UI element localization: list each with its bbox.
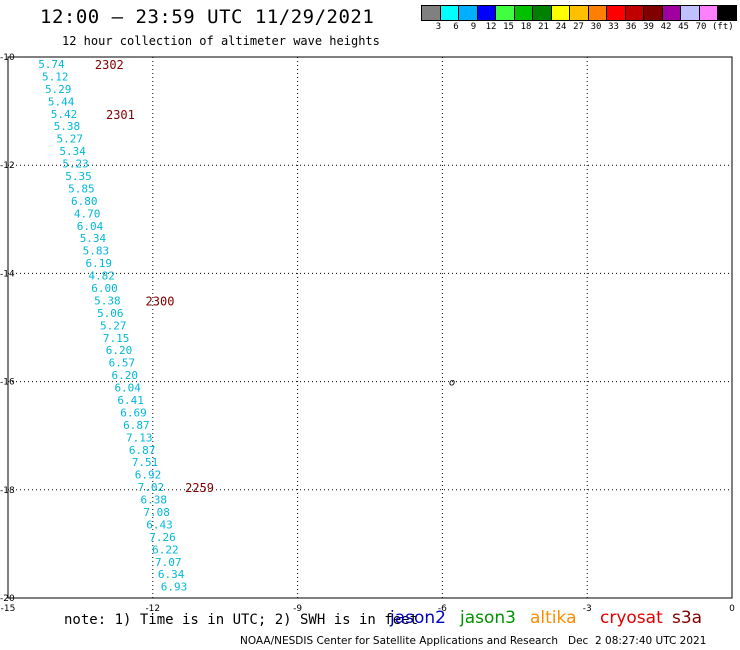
swh-value: 6.57	[109, 357, 136, 370]
swh-value: 7.51	[132, 456, 159, 469]
swh-value: 5.34	[59, 145, 86, 158]
swh-value: 6.43	[146, 518, 173, 531]
y-tick-label: -10	[0, 53, 15, 63]
x-tick-label: -9	[293, 604, 302, 614]
x-tick-label: -6	[438, 604, 447, 614]
y-tick-label: -16	[0, 378, 15, 388]
satellite-jason3: jason3	[460, 608, 516, 628]
swh-value: 5.38	[94, 294, 121, 307]
x-tick-label: 0	[729, 604, 735, 614]
swh-value: 6.93	[161, 581, 188, 594]
chart-title: 12:00 — 23:59 UTC 11/29/2021	[40, 6, 375, 28]
swh-value: 7.15	[103, 332, 130, 345]
legend-label: 15	[503, 22, 514, 32]
swh-value: 6.34	[158, 568, 185, 581]
swh-value: 6.20	[106, 344, 133, 357]
footer-credit: NOAA/NESDIS Center for Satellite Applica…	[240, 635, 706, 647]
swh-value: 6.00	[91, 282, 118, 295]
legend-label: 33	[608, 22, 619, 32]
legend-label: 30	[590, 22, 602, 32]
swh-value: 7.08	[143, 506, 170, 519]
swh-value: 6.20	[112, 369, 139, 382]
legend-label: 36	[625, 22, 637, 32]
y-tick-label: -14	[0, 269, 15, 279]
legend-label: 21	[538, 22, 549, 32]
x-tick-label: -15	[1, 604, 16, 614]
swh-value: 5.35	[65, 170, 92, 183]
swh-value: 5.42	[51, 108, 78, 121]
legend-label: 24	[555, 22, 567, 32]
swh-value: 6.19	[85, 257, 112, 270]
color-legend	[421, 5, 737, 21]
time-label: 2302	[95, 58, 124, 72]
note-text: note: 1) Time is in UTC; 2) SWH is in fe…	[64, 612, 419, 628]
satellite-altika: altika	[530, 608, 577, 628]
swh-value: 7.13	[126, 431, 153, 444]
y-tick-label: -20	[0, 594, 15, 604]
swh-value: 4.70	[74, 207, 101, 220]
swh-value: 6.87	[129, 444, 156, 457]
swh-value: 5.29	[45, 83, 72, 96]
swh-value: 7.26	[149, 531, 176, 544]
legend-label: 18	[520, 22, 532, 32]
footer-timestamp: Dec 2 08:27:40 UTC 2021	[568, 635, 707, 647]
swh-value: 6.87	[123, 419, 150, 432]
satellite-s3a: s3a	[672, 608, 703, 628]
swh-value: 6.04	[114, 382, 141, 395]
swh-value: 6.04	[77, 220, 104, 233]
swh-value: 6.41	[117, 394, 144, 407]
chart-subtitle: 12 hour collection of altimeter wave hei…	[62, 34, 380, 48]
time-label: 2259	[185, 481, 214, 495]
swh-value: 5.23	[62, 158, 89, 171]
x-tick-label: -3	[583, 604, 592, 614]
legend-label: 12	[485, 22, 497, 32]
legend-label: 6	[453, 22, 459, 32]
swh-value: 6.69	[120, 406, 147, 419]
swh-value: 6.38	[141, 494, 168, 507]
swh-value: 5.38	[54, 120, 81, 133]
y-tick-label: -18	[0, 486, 15, 496]
swh-value: 5.83	[83, 245, 110, 258]
swh-value: 5.27	[57, 133, 84, 146]
swh-value: 7.07	[155, 556, 182, 569]
swh-value: 6.22	[152, 543, 179, 556]
legend-swatch	[717, 5, 737, 21]
swh-value: 5.34	[80, 232, 107, 245]
legend-label: 27	[573, 22, 584, 32]
swh-value: 5.27	[100, 319, 127, 332]
time-label: 2301	[106, 108, 135, 122]
x-tick-label: -12	[145, 604, 160, 614]
swh-value: 7.02	[138, 481, 165, 494]
swh-value: 5.85	[68, 182, 95, 195]
swh-value: 6.92	[135, 469, 162, 482]
legend-unit: (ft)	[712, 22, 734, 32]
footer-credit-text: NOAA/NESDIS Center for Satellite Applica…	[240, 635, 558, 647]
swh-value: 5.44	[48, 95, 75, 108]
swh-value: 5.06	[97, 307, 124, 320]
legend-label: 70	[695, 22, 707, 32]
legend-label: 45	[678, 22, 689, 32]
legend-label: 9	[470, 22, 477, 32]
plot-frame	[7, 56, 733, 599]
satellite-jason2: jason2	[390, 608, 446, 628]
legend-label: 3	[435, 22, 442, 32]
swh-value: 5.12	[42, 70, 69, 83]
y-tick-label: -12	[0, 161, 15, 171]
time-label: 2300	[146, 294, 175, 308]
color-legend-labels: 3 6 9 12 15 18 21 24 27 30 33 36 39 42 45 70	[421, 22, 731, 34]
satellite-cryosat: cryosat	[600, 608, 663, 628]
swh-value: 4.82	[88, 270, 115, 283]
legend-label: 42	[660, 22, 672, 32]
position-marker: o	[449, 378, 455, 389]
legend-label: 39	[643, 22, 654, 32]
swh-value: 5.74	[38, 58, 65, 71]
swh-value: 6.80	[71, 195, 98, 208]
